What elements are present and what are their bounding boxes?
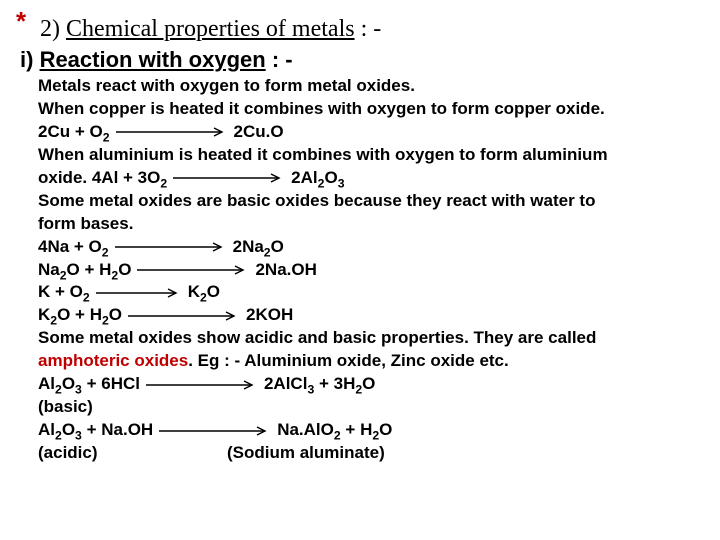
- para-5b: amphoteric oxides. Eg : - Aluminium oxid…: [38, 350, 706, 373]
- arrow-icon: [126, 310, 242, 322]
- slide-container: * 2) Chemical properties of metals : - i…: [0, 0, 720, 473]
- subtitle-suffix: : -: [266, 47, 293, 72]
- body-text: Metals react with oxygen to form metal o…: [38, 75, 706, 465]
- acidic-line: (acidic) (Sodium aluminate): [38, 442, 706, 465]
- equation-na2o: Na2O + H2O 2Na.OH: [38, 259, 706, 282]
- equation-al: oxide. 4Al + 3O2 2Al2O3: [38, 167, 706, 190]
- title-number: 2): [40, 16, 66, 42]
- para-2: When copper is heated it combines with o…: [38, 98, 706, 121]
- acidic-label: (acidic): [38, 443, 98, 462]
- arrow-icon: [113, 241, 229, 253]
- equation-na: 4Na + O2 2Na2O: [38, 236, 706, 259]
- arrow-icon: [144, 379, 260, 391]
- equation-al2o3-naoh: Al2O3 + Na.OH Na.AlO2 + H2O: [38, 419, 706, 442]
- para-5: Some metal oxides show acidic and basic …: [38, 327, 706, 350]
- arrow-icon: [157, 425, 273, 437]
- sodium-aluminate-label: (Sodium aluminate): [227, 443, 385, 462]
- subtitle: i) Reaction with oxygen : -: [20, 47, 706, 73]
- arrow-icon: [94, 287, 184, 299]
- subtitle-prefix: i): [20, 47, 40, 72]
- star-bullet: *: [16, 6, 26, 37]
- title-text: Chemical properties of metals: [66, 16, 355, 42]
- main-title: 2) Chemical properties of metals : -: [40, 16, 706, 43]
- para-3: When aluminium is heated it combines wit…: [38, 144, 706, 167]
- amphoteric-term: amphoteric oxides: [38, 351, 188, 370]
- para-4b: form bases.: [38, 213, 706, 236]
- subtitle-text: Reaction with oxygen: [40, 47, 266, 72]
- equation-cu: 2Cu + O2 2Cu.O: [38, 121, 706, 144]
- arrow-icon: [135, 264, 251, 276]
- equation-k: K + O2 K2O: [38, 281, 706, 304]
- basic-label: (basic): [38, 396, 706, 419]
- title-suffix: : -: [355, 16, 382, 42]
- arrow-icon: [171, 172, 287, 184]
- equation-al2o3-hcl: Al2O3 + 6HCl 2AlCl3 + 3H2O: [38, 373, 706, 396]
- para-1: Metals react with oxygen to form metal o…: [38, 75, 706, 98]
- equation-k2o: K2O + H2O 2KOH: [38, 304, 706, 327]
- para-4: Some metal oxides are basic oxides becau…: [38, 190, 706, 213]
- arrow-icon: [114, 126, 230, 138]
